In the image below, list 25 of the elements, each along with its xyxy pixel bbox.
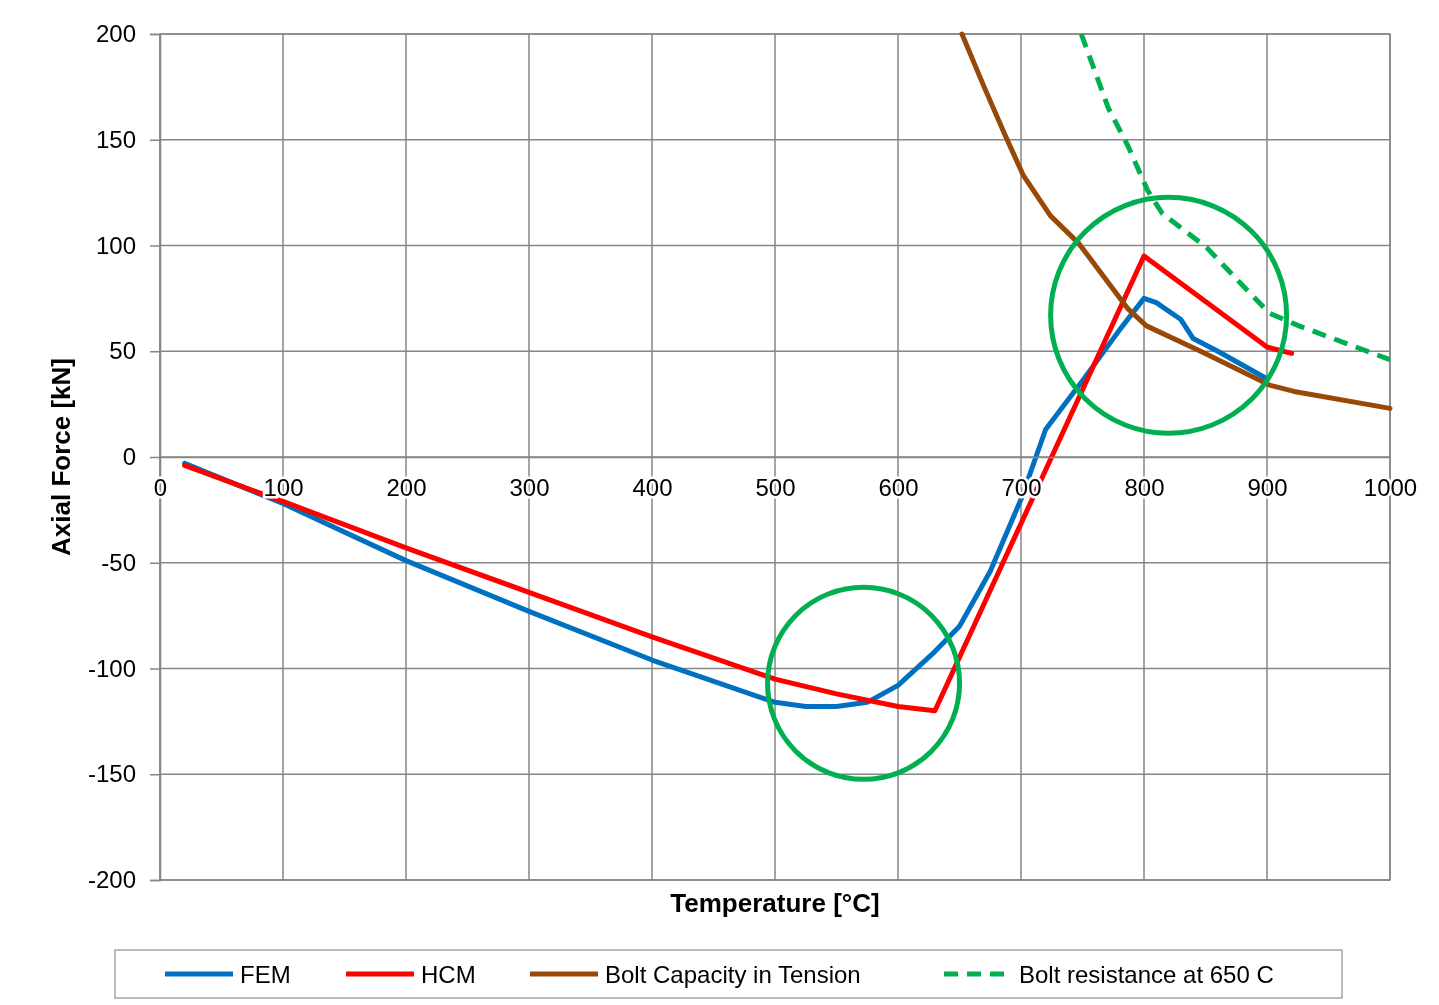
x-tick-label: 400 [632, 474, 673, 502]
legend-label: FEM [240, 961, 291, 988]
x-tick-label: 800 [1124, 474, 1165, 502]
legend-label: HCM [421, 961, 476, 988]
x-tick-label: 300 [509, 474, 550, 502]
y-tick-label: 0 [122, 443, 136, 471]
x-axis-title: Temperature [°C] [670, 888, 880, 918]
x-tick-label: 600 [878, 474, 919, 502]
y-tick-label: -50 [101, 548, 136, 576]
x-tick-label: 200 [386, 474, 427, 502]
y-tick-label: -100 [87, 654, 136, 682]
x-tick-label: 0 [153, 474, 168, 502]
y-axis-title: Axial Force [kN] [46, 358, 76, 556]
y-tick-label: 200 [95, 20, 136, 48]
x-tick-label: 1000 [1363, 474, 1418, 502]
legend-label: Bolt Capacity in Tension [605, 961, 861, 988]
x-tick-label: 100 [263, 474, 304, 502]
y-tick-label: 150 [95, 125, 136, 153]
y-tick-label: -200 [87, 866, 136, 894]
x-tick-label: 500 [755, 474, 796, 502]
y-tick-label: 50 [109, 337, 136, 365]
y-tick-label: 100 [95, 231, 136, 259]
y-tick-label: -150 [87, 760, 136, 788]
legend-label: Bolt resistance at 650 C [1019, 961, 1274, 988]
x-tick-label: 900 [1247, 474, 1288, 502]
